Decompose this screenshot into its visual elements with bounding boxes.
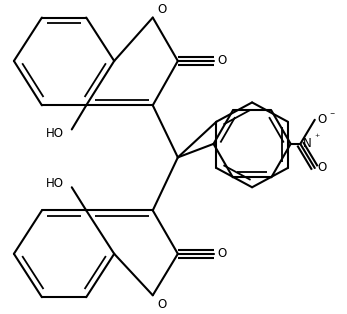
Text: HO: HO [46, 127, 64, 140]
Text: $^+$: $^+$ [313, 133, 321, 142]
Text: O: O [217, 54, 227, 68]
Text: O: O [217, 247, 227, 260]
Text: O: O [158, 298, 167, 311]
Text: O: O [318, 113, 327, 126]
Text: $^-$: $^-$ [328, 110, 336, 118]
Text: O: O [318, 161, 327, 175]
Text: N: N [303, 138, 312, 150]
Text: O: O [158, 3, 167, 16]
Text: HO: HO [46, 177, 64, 190]
